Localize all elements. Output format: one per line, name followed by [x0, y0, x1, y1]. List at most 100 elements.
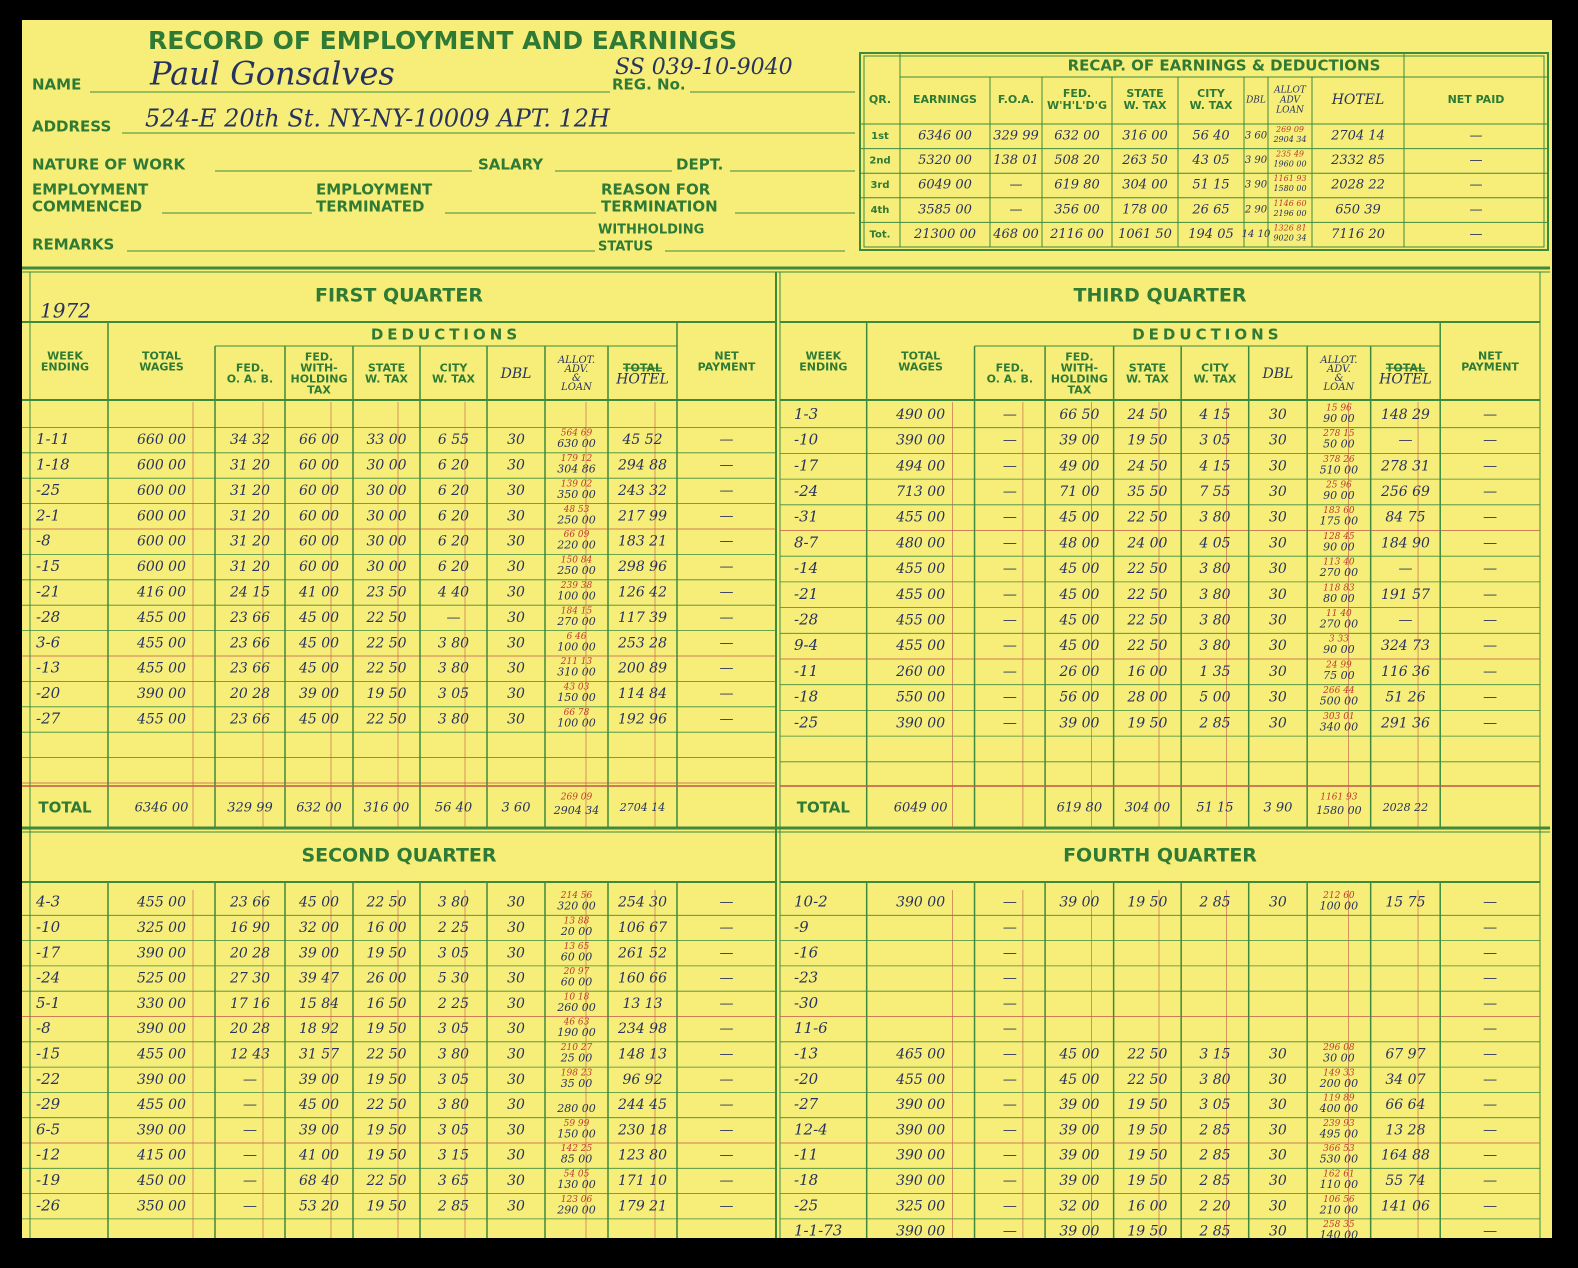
name-value: Paul Gonsalves: [149, 55, 395, 93]
column-header: HOLDING: [1051, 373, 1108, 386]
recap-cell: 2028 22: [1330, 178, 1385, 193]
recap-cell: 2116 00: [1049, 227, 1104, 242]
cell: —: [243, 1148, 257, 1164]
allot-note: 214 56: [560, 891, 593, 901]
allot-note: 183 60: [1323, 506, 1355, 516]
cell: 39 47: [299, 971, 339, 987]
cell: 30: [507, 559, 525, 575]
cell: 16 00: [1127, 664, 1167, 680]
week-ending: -20: [36, 684, 61, 702]
cell: 278 31: [1380, 458, 1430, 474]
cell: —: [720, 1148, 734, 1164]
cell: 6 20: [438, 559, 469, 575]
column-header: HOTEL: [1378, 372, 1432, 388]
cell: 2 85: [1198, 1122, 1230, 1138]
cell: —: [1483, 1198, 1497, 1214]
recap-cell: —: [1010, 178, 1023, 193]
cell: 175 00: [1320, 515, 1359, 528]
deductions-header: DEDUCTIONS: [1132, 326, 1282, 344]
cell: 26 00: [1058, 664, 1099, 680]
cell: 390 00: [896, 1097, 945, 1113]
recap-column-header: ADV: [1279, 96, 1302, 106]
cell: 106 67: [618, 920, 667, 936]
cell: 39 00: [1059, 1148, 1099, 1164]
column-header: ENDING: [41, 361, 89, 374]
cell: 45 00: [1058, 587, 1099, 603]
cell: 19 50: [366, 1021, 406, 1037]
cell: 150 00: [557, 691, 596, 704]
field-label: SALARY: [478, 156, 544, 174]
cell: 19 50: [1127, 433, 1167, 449]
cell: 30: [1269, 1198, 1287, 1214]
cell: 390 00: [137, 945, 186, 961]
allot-note: 239 38: [560, 581, 593, 591]
cell: 51 26: [1385, 690, 1425, 706]
recap-cell: 1580 00: [1273, 184, 1306, 193]
cell: 390 00: [896, 1122, 945, 1138]
cell: 3 80: [1199, 561, 1230, 577]
total-cell: 2904 34: [553, 804, 600, 817]
column-header: STATE: [368, 362, 405, 375]
cell: 39 00: [299, 1072, 339, 1088]
allot-note: 10 18: [564, 992, 590, 1002]
cell: 4 15: [1198, 458, 1230, 474]
cell: 56 00: [1059, 690, 1099, 706]
cell: 660 00: [137, 432, 186, 448]
cell: 67 97: [1385, 1046, 1425, 1062]
recap-cell: 269 09: [1275, 125, 1304, 134]
cell: 123 80: [618, 1148, 667, 1164]
cell: 117 39: [618, 610, 667, 626]
week-ending: -22: [36, 1070, 60, 1088]
cell: 30: [507, 432, 525, 448]
cell: 600 00: [137, 559, 186, 575]
cell: 34 07: [1385, 1072, 1425, 1088]
cell: 2 85: [437, 1198, 469, 1214]
column-header: DBL: [1262, 366, 1294, 382]
field-label: REASON FOR: [601, 181, 711, 199]
cell: 30: [1269, 484, 1287, 500]
cell: 22 50: [1126, 612, 1167, 628]
recap-cell: 3 90: [1245, 155, 1268, 166]
allot-note: 366 53: [1323, 1144, 1355, 1154]
cell: —: [1003, 1122, 1017, 1138]
cell: —: [1483, 945, 1497, 961]
cell: 171 10: [618, 1173, 667, 1189]
allot-note: 13 65: [564, 942, 590, 952]
recap-cell: 1960 00: [1273, 160, 1306, 169]
column-header: STATE: [1129, 362, 1166, 375]
cell: —: [1483, 561, 1497, 577]
quarter-title: FOURTH QUARTER: [1063, 845, 1257, 867]
recap-cell: —: [1470, 153, 1483, 168]
cell: 30: [507, 996, 525, 1012]
cell: 270 00: [556, 615, 596, 628]
cell: 4 05: [1198, 535, 1230, 551]
cell: 550 00: [896, 690, 945, 706]
cell: 1 35: [1199, 664, 1230, 680]
cell: —: [720, 610, 734, 626]
column-header: FED.: [305, 351, 333, 364]
cell: 45 52: [621, 432, 662, 448]
cell: 31 20: [230, 559, 270, 575]
cell: —: [1483, 1072, 1497, 1088]
cell: —: [1003, 535, 1017, 551]
cell: 80 00: [1323, 592, 1355, 605]
cell: 30: [507, 1148, 525, 1164]
allot-note: 24 99: [1325, 660, 1352, 670]
recap-cell: 632 00: [1054, 129, 1100, 144]
allot-note: 3 33: [1329, 635, 1349, 645]
week-ending: -18: [794, 688, 818, 706]
week-ending: -25: [794, 1196, 818, 1214]
cell: 3 80: [438, 661, 469, 677]
cell: 184 90: [1381, 535, 1430, 551]
cell: —: [447, 610, 461, 626]
cell: —: [1003, 638, 1017, 654]
column-header: LOAN: [560, 382, 593, 393]
column-header: HOTEL: [615, 372, 669, 388]
week-ending: -27: [36, 710, 61, 728]
cell: 31 20: [230, 508, 270, 524]
cell: 30: [507, 1046, 525, 1062]
cell: 26 00: [365, 971, 406, 987]
allot-note: 278 15: [1322, 429, 1355, 439]
allot-note: 113 40: [1323, 558, 1355, 568]
cell: —: [720, 534, 734, 550]
